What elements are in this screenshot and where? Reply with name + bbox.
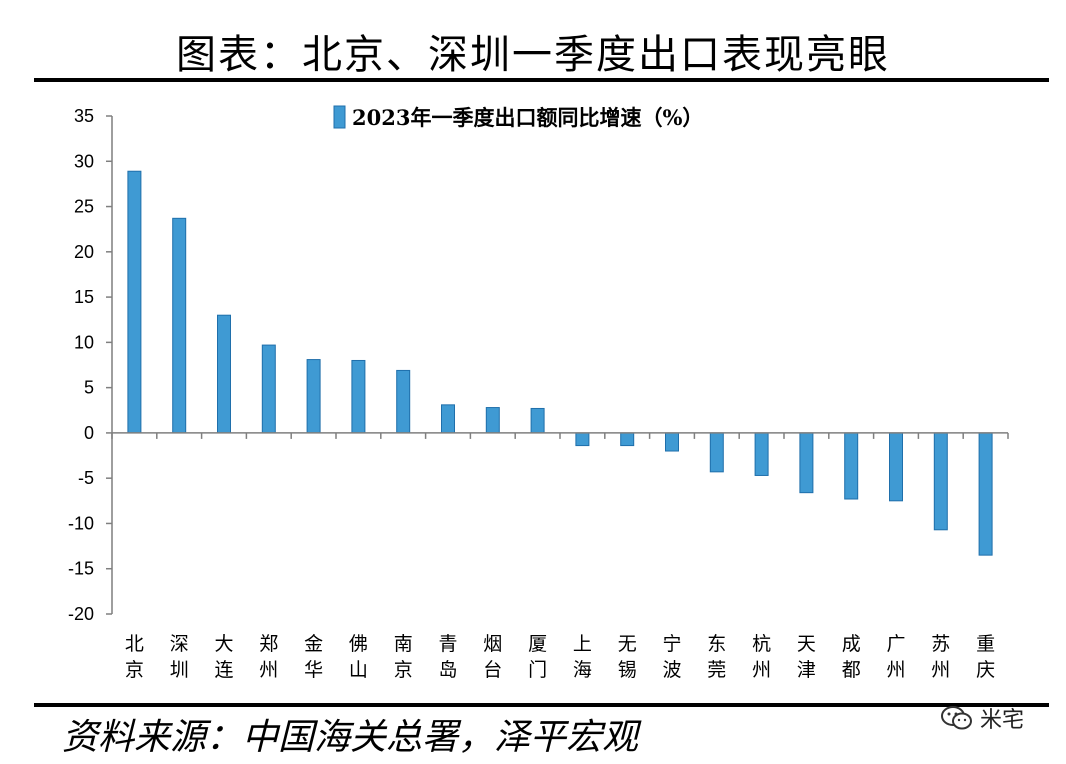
y-tick-label: 10 bbox=[74, 332, 94, 352]
watermark: 米宅 bbox=[940, 702, 1024, 734]
x-category-label: 佛 bbox=[349, 633, 368, 655]
x-category-label: 深 bbox=[170, 633, 189, 655]
y-tick-label: 20 bbox=[74, 242, 94, 262]
x-category-label: 大 bbox=[214, 633, 233, 655]
x-category-label: 州 bbox=[886, 659, 905, 681]
x-category-label: 莞 bbox=[707, 659, 726, 681]
y-axis: 35 30 25 20 15 10 5 0 -5 -10 -15 -20 bbox=[68, 106, 113, 624]
bar-苏州 bbox=[933, 432, 948, 531]
x-category-label: 华 bbox=[304, 659, 323, 681]
bar-重庆 bbox=[978, 432, 993, 556]
bar-南京 bbox=[396, 369, 411, 434]
y-tick-label: 25 bbox=[74, 197, 94, 217]
x-category-label: 都 bbox=[842, 659, 861, 681]
bars bbox=[127, 170, 993, 556]
watermark-text: 米宅 bbox=[980, 708, 1025, 733]
x-category-label: 宁 bbox=[662, 633, 681, 655]
x-category-label: 锡 bbox=[618, 659, 637, 681]
x-category-label: 京 bbox=[394, 659, 413, 681]
bar-成都 bbox=[844, 432, 859, 500]
y-tick-label: 30 bbox=[74, 151, 94, 171]
bar-杭州 bbox=[754, 432, 769, 476]
x-category-label: 波 bbox=[662, 659, 681, 681]
x-category-label: 州 bbox=[259, 659, 278, 681]
x-category-label: 天 bbox=[797, 633, 816, 655]
x-category-label: 青 bbox=[438, 633, 457, 655]
bar-宁波 bbox=[665, 432, 679, 452]
bar-天津 bbox=[799, 432, 814, 494]
source-note: 资料来源：中国海关总署，泽平宏观 bbox=[62, 717, 639, 758]
x-category-label: 厦 bbox=[528, 633, 547, 655]
x-category-label: 岛 bbox=[438, 659, 457, 681]
bar-无锡 bbox=[620, 432, 635, 447]
bar-烟台 bbox=[485, 407, 500, 434]
bar-佛山 bbox=[351, 359, 366, 434]
bar-广州 bbox=[889, 432, 903, 502]
x-category-label: 北 bbox=[125, 633, 144, 655]
top-rule bbox=[34, 78, 1049, 82]
x-category-label: 重 bbox=[976, 633, 995, 655]
x-axis bbox=[111, 432, 1009, 439]
x-category-label: 州 bbox=[752, 659, 771, 681]
y-tick-label: -15 bbox=[68, 559, 94, 579]
bar-深圳 bbox=[172, 217, 187, 434]
x-category-label: 金 bbox=[304, 633, 323, 655]
bottom-rule bbox=[34, 703, 1049, 707]
bar-大连 bbox=[217, 314, 231, 434]
bar-郑州 bbox=[261, 344, 276, 434]
x-category-label: 山 bbox=[349, 659, 368, 681]
y-tick-label: 15 bbox=[74, 287, 94, 307]
x-category-label: 台 bbox=[483, 659, 502, 681]
bar-厦门 bbox=[530, 407, 545, 434]
legend-swatch bbox=[333, 105, 346, 129]
page-title: 图表：北京、深圳一季度出口表现亮眼 bbox=[176, 32, 890, 78]
x-category-label: 东 bbox=[707, 633, 726, 655]
x-category-label: 庆 bbox=[976, 659, 995, 681]
x-category-label: 圳 bbox=[170, 659, 189, 681]
bar-上海 bbox=[575, 432, 590, 447]
bar-青岛 bbox=[441, 404, 455, 434]
x-category-label: 海 bbox=[573, 659, 592, 681]
y-tick-label: 0 bbox=[84, 423, 94, 443]
x-category-label: 苏 bbox=[931, 633, 950, 655]
y-tick-label: -5 bbox=[78, 468, 94, 488]
x-category-label: 上 bbox=[573, 633, 592, 655]
x-category-label: 无 bbox=[618, 633, 637, 655]
x-category-label: 烟 bbox=[483, 633, 502, 655]
y-tick-label: 35 bbox=[74, 106, 94, 126]
y-tick-label: 5 bbox=[84, 378, 94, 398]
y-tick-label: -20 bbox=[68, 604, 94, 624]
bar-东莞 bbox=[709, 432, 724, 473]
y-tick-label: -10 bbox=[68, 513, 94, 533]
x-category-label: 杭 bbox=[752, 633, 771, 655]
bar-北京 bbox=[127, 170, 142, 434]
x-category-label: 广 bbox=[886, 633, 905, 655]
legend-label: 2023年一季度出口额同比增速（%） bbox=[352, 105, 703, 130]
x-category-label: 门 bbox=[528, 659, 547, 681]
x-category-label: 连 bbox=[214, 659, 233, 681]
x-category-label: 京 bbox=[125, 659, 144, 681]
wechat-icon bbox=[941, 706, 972, 730]
chart-legend: 2023年一季度出口额同比增速（%） bbox=[333, 105, 703, 130]
x-category-label: 州 bbox=[931, 659, 950, 681]
x-category-label: 南 bbox=[394, 633, 413, 655]
x-category-label: 津 bbox=[797, 659, 816, 681]
bar-金华 bbox=[306, 359, 321, 434]
x-category-label: 郑 bbox=[259, 633, 278, 655]
x-category-label: 成 bbox=[842, 633, 861, 655]
bar-chart: 2023年一季度出口额同比增速（%） 35 30 25 20 15 10 5 0 -5 -10 -1… bbox=[68, 105, 1009, 681]
